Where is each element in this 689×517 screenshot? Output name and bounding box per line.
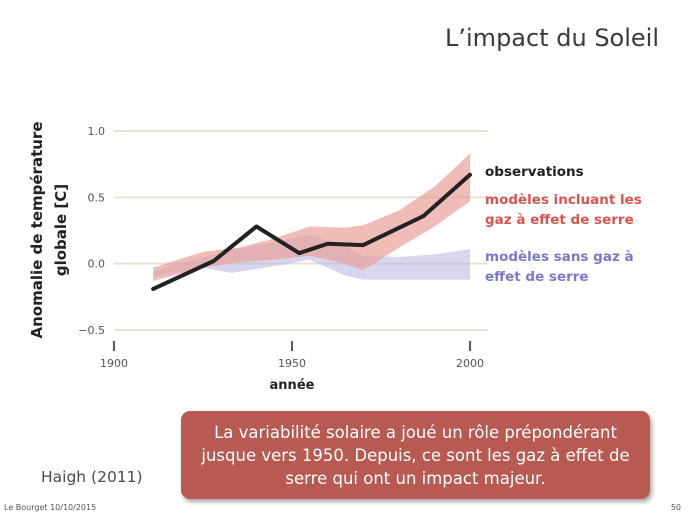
legend-entry: effet de serre: [485, 269, 589, 285]
y-tick-label: 0.5: [88, 191, 106, 204]
axes: 1.0 0.5 0.0 −0.5 1900 1950 2000 année Anomalie d…: [28, 122, 484, 393]
observations-layer: [151, 172, 472, 291]
observation-point: [468, 172, 472, 177]
y-axis-label-line: globale [C]: [52, 184, 70, 276]
legend-entry: modèles incluant les: [485, 192, 642, 208]
observation-point: [325, 241, 330, 246]
slide-title: L’impact du Soleil: [445, 24, 659, 52]
observation-point: [151, 287, 155, 291]
conclusion-callout: La variabilité solaire a joué un rôle pr…: [181, 411, 650, 499]
source-citation: Haigh (2011): [41, 468, 143, 486]
footer-text: Le Bourget 10/10/2015: [4, 503, 97, 512]
observation-point: [254, 224, 259, 229]
observation-point: [421, 214, 426, 218]
y-tick-label: 0.0: [88, 258, 106, 271]
observations-line: [151, 172, 472, 291]
no-ghg-model-band: [153, 234, 470, 280]
y-tick-label: 1.0: [88, 125, 106, 138]
x-tick-label: 1900: [100, 357, 128, 370]
observation-point: [361, 243, 366, 247]
legend-entry: modèles sans gaz à: [485, 249, 634, 265]
y-axis-label-line: Anomalie de température: [28, 122, 46, 339]
observation-point: [297, 251, 301, 255]
model-bands: [153, 153, 470, 281]
ghg-model-band: [153, 153, 470, 281]
legend: observations modèles incluant les gaz à ef…: [485, 164, 642, 285]
x-tick-label: 2000: [456, 357, 484, 370]
y-tick-label: −0.5: [78, 324, 105, 337]
page-number: 50: [670, 503, 681, 512]
legend-entry: observations: [485, 164, 584, 180]
observation-point: [211, 259, 216, 263]
legend-entry: gaz à effet de serre: [485, 212, 634, 228]
x-axis-label: année: [270, 378, 315, 393]
x-tick-label: 1950: [278, 357, 306, 370]
